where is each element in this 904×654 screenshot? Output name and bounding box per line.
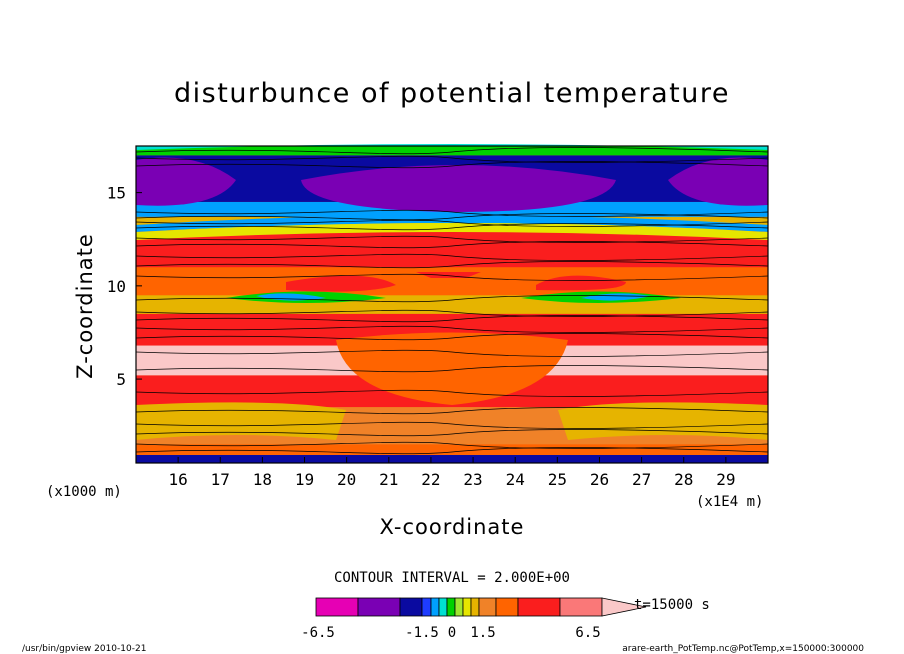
x-tick-label: 29 xyxy=(716,470,735,489)
contour-region-3 xyxy=(136,215,768,232)
plot-frame xyxy=(135,145,769,464)
contour-line xyxy=(135,219,769,227)
contour-line xyxy=(135,253,769,261)
contour-line xyxy=(135,429,769,437)
colorbar-swatch xyxy=(470,597,480,617)
contour-line xyxy=(135,161,769,169)
colorbar-label: 1.5 xyxy=(470,625,495,641)
contour-line xyxy=(135,441,769,449)
colorbar-label: -1.5 xyxy=(405,625,439,641)
chart-title: disturbunce of potential temperature xyxy=(174,78,730,109)
x-tick-label: 19 xyxy=(295,470,314,489)
contour-line xyxy=(135,261,769,269)
y-tick-label: 5 xyxy=(116,370,126,389)
colorbar-swatch xyxy=(446,597,456,617)
colorbar-swatch xyxy=(399,597,423,617)
x-tick-label: 24 xyxy=(506,470,525,489)
contour-line xyxy=(135,333,769,341)
contour-region-11 xyxy=(581,293,651,301)
contour-line xyxy=(135,325,769,333)
contour-region-1 xyxy=(301,165,616,212)
contour-region-6 xyxy=(536,275,626,291)
colorbar-swatch xyxy=(357,597,401,617)
contour-line xyxy=(135,309,769,317)
contour-region-2 xyxy=(668,157,768,206)
contour-line xyxy=(135,209,769,217)
contour-region-5 xyxy=(286,275,396,292)
y-tick-label: 10 xyxy=(107,277,126,296)
colorbar xyxy=(315,597,647,617)
y-unit-label: (x1000 m) xyxy=(46,484,122,500)
colorbar-arrow xyxy=(601,597,647,617)
contour-line xyxy=(135,447,769,455)
contour-line xyxy=(135,147,769,155)
contour-line xyxy=(135,421,769,429)
colorbar-swatch xyxy=(454,597,464,617)
contour-line xyxy=(135,273,769,281)
colorbar-label: 0 xyxy=(448,625,456,641)
contour-region-15 xyxy=(136,455,768,463)
time-label: t=15000 s xyxy=(634,597,710,613)
footer-right: arare-earth_PotTemp.nc@PotTemp,x=150000:… xyxy=(622,644,864,654)
contour-region-7 xyxy=(416,272,481,278)
colorbar-swatch xyxy=(478,597,497,617)
colorbar-swatch xyxy=(430,597,440,617)
contour-interval: CONTOUR INTERVAL = 2.000E+00 xyxy=(334,570,570,586)
contour-line xyxy=(135,389,769,397)
x-axis-label: X-coordinate xyxy=(380,515,525,539)
band-6 xyxy=(136,267,768,296)
contour-line xyxy=(135,407,769,415)
contour-line xyxy=(135,241,769,249)
y-axis-label: Z-coordinate xyxy=(73,233,97,379)
contour-line xyxy=(135,155,769,163)
x-tick-label: 22 xyxy=(421,470,440,489)
x-tick-label: 27 xyxy=(632,470,651,489)
x-tick-label: 20 xyxy=(337,470,356,489)
band-7 xyxy=(136,229,768,268)
contour-region-13 xyxy=(136,402,346,440)
x-tick-label: 28 xyxy=(674,470,693,489)
x-tick-label: 23 xyxy=(463,470,482,489)
contour-line xyxy=(135,365,769,373)
contour-line xyxy=(135,295,769,303)
y-tick-label: 15 xyxy=(107,184,126,203)
colorbar-swatch xyxy=(559,597,603,617)
x-tick-label: 18 xyxy=(253,470,272,489)
plot-area xyxy=(135,144,769,464)
contour-region-0 xyxy=(136,157,236,206)
x-tick-label: 25 xyxy=(548,470,567,489)
band-11 xyxy=(136,146,768,156)
contour-region-14 xyxy=(558,402,768,440)
colorbar-swatch xyxy=(315,597,359,617)
colorbar-swatch xyxy=(438,597,448,617)
colorbar-label: -6.5 xyxy=(301,625,335,641)
x-tick-label: 16 xyxy=(169,470,188,489)
contour-line xyxy=(135,349,769,357)
contour-line xyxy=(135,315,769,323)
colorbar-swatch xyxy=(517,597,561,617)
colorbar-swatch xyxy=(421,597,432,617)
contour-line xyxy=(135,223,769,231)
colorbar-swatch xyxy=(462,597,472,617)
colorbar-label: 6.5 xyxy=(575,625,600,641)
footer-left: /usr/bin/gpview 2010-10-21 xyxy=(22,644,146,654)
x-unit-label: (x1E4 m) xyxy=(696,494,763,510)
colorbar-swatch xyxy=(495,597,519,617)
x-tick-label: 17 xyxy=(211,470,230,489)
x-tick-label: 26 xyxy=(590,470,609,489)
x-tick-label: 21 xyxy=(379,470,398,489)
contour-line xyxy=(135,213,769,221)
contour-line xyxy=(135,235,769,243)
